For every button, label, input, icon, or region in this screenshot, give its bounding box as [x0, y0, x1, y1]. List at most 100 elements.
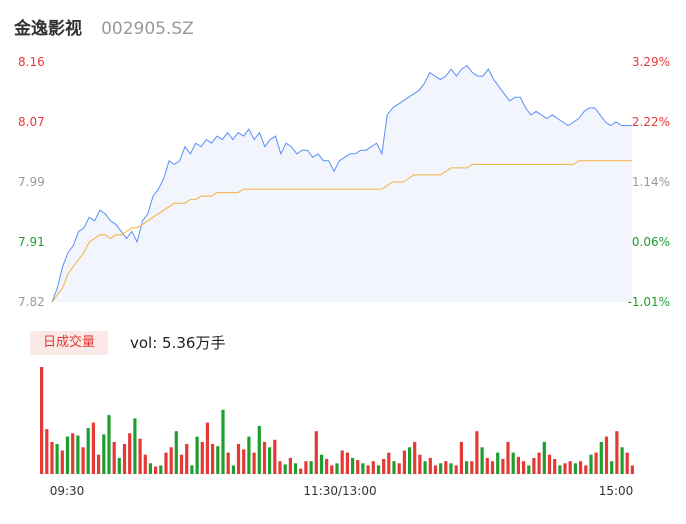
volume-bar	[76, 435, 80, 474]
volume-bar	[501, 459, 505, 474]
volume-bar	[418, 454, 422, 474]
volume-bar	[542, 441, 546, 474]
x-tick-label: 15:00	[599, 484, 634, 498]
volume-bar	[102, 434, 106, 474]
volume-bar	[211, 444, 215, 474]
volume-bar	[304, 461, 308, 474]
volume-bar	[107, 415, 111, 474]
volume-bar	[599, 441, 603, 474]
volume-bar	[91, 422, 95, 474]
volume-bar	[205, 422, 209, 474]
volume-bar	[226, 452, 230, 474]
volume-bar	[159, 465, 163, 474]
volume-bar	[459, 441, 463, 474]
y-left-tick-label: 8.07	[18, 115, 45, 129]
volume-bar	[382, 459, 386, 474]
volume-bar	[185, 444, 189, 474]
volume-bar	[148, 463, 152, 474]
volume-bar	[169, 447, 173, 475]
volume-bar	[449, 463, 453, 474]
volume-bar	[439, 463, 443, 474]
volume-bar	[50, 441, 54, 474]
volume-bar	[402, 450, 406, 474]
volume-bar	[547, 454, 552, 474]
volume-bar	[485, 457, 489, 474]
volume-bar	[252, 452, 256, 474]
volume-bar	[537, 452, 541, 474]
volume-bar	[128, 433, 132, 474]
volume-bar	[532, 457, 536, 474]
y-left-tick-label: 8.16	[18, 55, 45, 69]
volume-bar	[506, 441, 510, 474]
volume-bar	[81, 447, 85, 475]
volume-bar	[319, 454, 324, 474]
volume-bar	[242, 449, 246, 474]
volume-bar	[516, 456, 520, 474]
volume-bar	[97, 454, 101, 474]
volume-bar	[589, 454, 593, 474]
volume-bar	[558, 465, 562, 474]
volume-bar	[371, 461, 375, 474]
volume-bar	[511, 452, 515, 474]
volume-bar	[413, 441, 417, 474]
volume-bar	[112, 441, 116, 474]
volume-bar	[221, 409, 225, 474]
volume-tab[interactable]: 日成交量	[30, 331, 108, 355]
volume-bar	[257, 425, 261, 474]
volume-bar	[630, 465, 634, 474]
volume-bar	[45, 429, 49, 474]
volume-bar	[335, 463, 339, 474]
volume-bar	[408, 447, 412, 475]
volume-bar	[122, 444, 127, 474]
volume-bar	[490, 461, 495, 474]
volume-bar	[527, 465, 531, 474]
volume-bar	[579, 461, 583, 474]
volume-bar	[610, 461, 614, 474]
volume-bar	[625, 452, 629, 474]
volume-bar	[454, 465, 458, 474]
price-area	[52, 65, 632, 302]
volume-bar	[133, 418, 137, 474]
stock-header: 金逸影视 002905.SZ	[14, 14, 194, 39]
volume-bar	[345, 452, 349, 474]
volume-bar	[231, 465, 235, 474]
volume-bar	[268, 447, 272, 475]
y-right-tick-label: 2.22%	[632, 115, 670, 129]
volume-bar	[65, 436, 70, 474]
volume-bar	[423, 461, 427, 474]
volume-bar	[60, 450, 64, 474]
volume-bar	[309, 461, 313, 474]
volume-bar	[143, 454, 147, 474]
volume-bar	[314, 431, 318, 474]
volume-bar	[392, 461, 396, 474]
volume-bar	[465, 461, 469, 474]
volume-bar	[299, 468, 303, 474]
volume-bar	[397, 463, 401, 474]
volume-bar	[340, 450, 344, 474]
volume-bar	[351, 457, 355, 474]
volume-bar	[71, 433, 75, 474]
volume-bar	[190, 465, 194, 474]
volume-bar	[293, 463, 298, 474]
volume-bar	[553, 459, 557, 474]
volume-bar	[356, 460, 360, 474]
x-tick-label: 09:30	[50, 484, 85, 498]
volume-bar	[179, 454, 184, 474]
volume-bar	[55, 444, 59, 474]
price-line	[51, 64, 632, 303]
volume-bar	[444, 461, 448, 474]
volume-bar	[361, 463, 365, 474]
price-chart: 8.16 8.07 7.99 7.91 7.82 3.29% 2.22% 1.14% 0.06%…	[18, 55, 670, 309]
volume-bar	[387, 452, 391, 474]
x-tick-label: 11:30/13:00	[303, 484, 376, 498]
volume-bar	[615, 431, 619, 474]
volume-bar	[138, 438, 142, 474]
volume-bar	[584, 465, 588, 474]
volume-bar	[522, 461, 526, 474]
y-left-tick-label: 7.91	[18, 235, 45, 249]
volume-bar	[262, 441, 267, 474]
volume-bar	[278, 461, 282, 474]
volume-bar	[236, 444, 241, 474]
y-right-tick-label: 1.14%	[632, 175, 670, 189]
